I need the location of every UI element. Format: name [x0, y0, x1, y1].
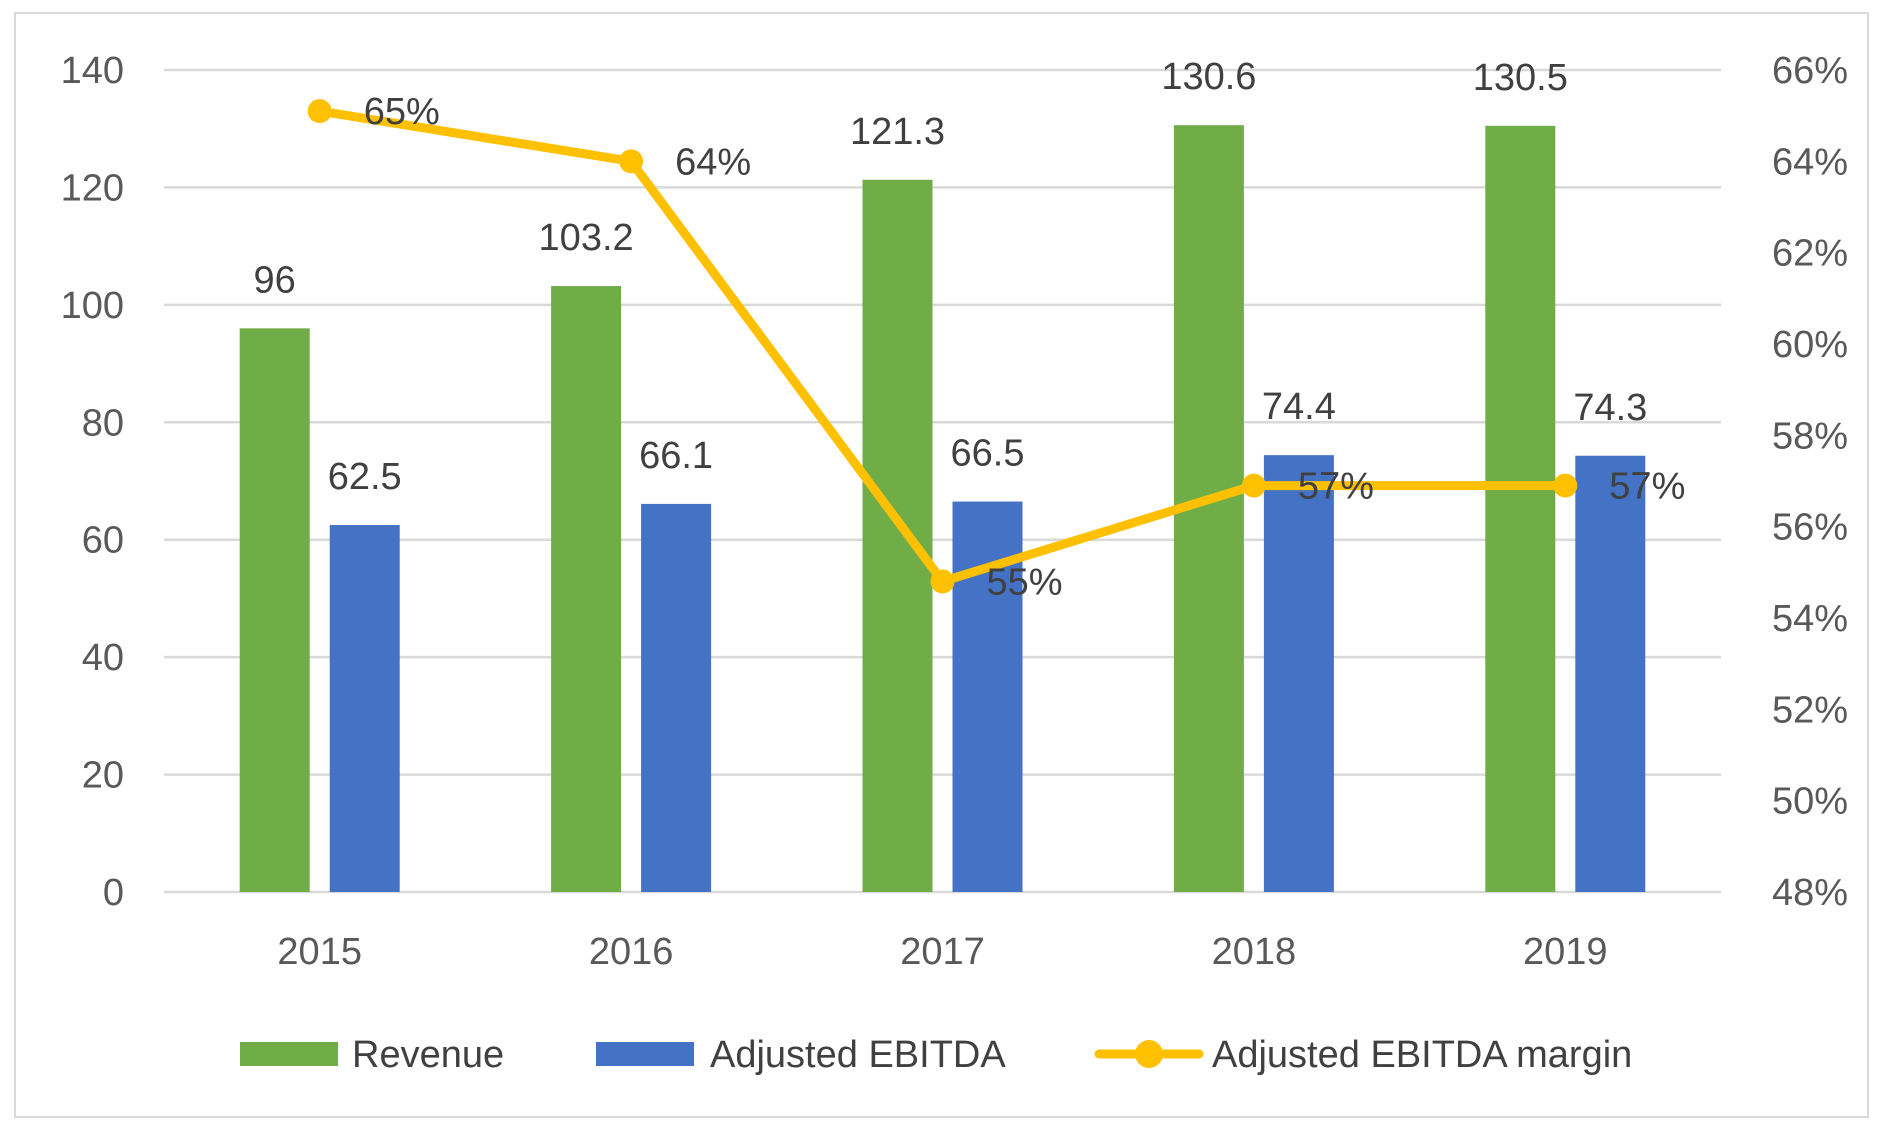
- x-tick-label: 2015: [277, 931, 362, 973]
- margin-data-label: 57%: [1298, 466, 1374, 508]
- legend-label: Adjusted EBITDA: [710, 1034, 1006, 1076]
- revenue-data-label: 96: [254, 259, 296, 301]
- combo-chart: 0 20 40 60 80 100 120 140 48% 50% 52% 54% 56% 58% 60%…: [61, 50, 1848, 1076]
- margin-point: [1553, 473, 1578, 498]
- y-left-tick-label: 80: [82, 402, 124, 444]
- legend-label: Adjusted EBITDA margin: [1212, 1034, 1632, 1076]
- legend-swatch-margin-marker: [1135, 1040, 1163, 1068]
- margin-line: [315, 106, 1570, 586]
- margin-point: [619, 149, 644, 174]
- ebitda-data-label: 74.4: [1262, 386, 1336, 428]
- y-right-tick-label: 62%: [1772, 233, 1848, 275]
- margin-point: [930, 569, 955, 594]
- ebitda-data-label: 66.5: [951, 433, 1025, 475]
- revenue-bar: [551, 286, 622, 892]
- y-right-tick-label: 64%: [1772, 141, 1848, 183]
- margin-data-label: 64%: [675, 141, 751, 183]
- margin-data-label: 55%: [987, 561, 1063, 603]
- y-left-tick-label: 20: [82, 755, 124, 797]
- margin-point: [1241, 473, 1266, 498]
- y-right-tick-label: 60%: [1772, 324, 1848, 366]
- y-right-tick-label: 52%: [1772, 689, 1848, 731]
- revenue-bar: [862, 179, 933, 892]
- ebitda-bar: [641, 503, 712, 892]
- revenue-bar: [1485, 125, 1556, 893]
- ebitda-data-label: 74.3: [1573, 387, 1647, 429]
- revenue-data-label: 130.6: [1161, 56, 1256, 98]
- legend-swatch-revenue: [240, 1042, 338, 1066]
- x-tick-label: 2018: [1212, 931, 1297, 973]
- margin-point: [307, 99, 332, 124]
- x-tick-label: 2017: [900, 931, 985, 973]
- revenue-data-label: 121.3: [850, 111, 945, 153]
- x-tick-label: 2019: [1523, 931, 1608, 973]
- revenue-data-label: 103.2: [539, 217, 634, 259]
- revenue-bar: [239, 328, 310, 892]
- y-right-tick-label: 54%: [1772, 598, 1848, 640]
- ebitda-bar: [1263, 455, 1334, 892]
- y-left-tick-label: 140: [61, 50, 124, 92]
- chart-frame: 0 20 40 60 80 100 120 140 48% 50% 52% 54% 56% 58% 60%…: [14, 12, 1869, 1118]
- ebitda-data-label: 66.1: [639, 435, 713, 477]
- x-tick-label: 2016: [589, 931, 674, 973]
- y-right-tick-label: 48%: [1772, 872, 1848, 914]
- y-left-tick-label: 40: [82, 637, 124, 679]
- margin-data-label: 65%: [364, 91, 440, 133]
- y-left-tick-label: 60: [82, 520, 124, 562]
- ebitda-bar: [329, 525, 400, 892]
- y-left-tick-label: 120: [61, 167, 124, 209]
- y-right-tick-label: 58%: [1772, 415, 1848, 457]
- ebitda-data-label: 62.5: [328, 456, 402, 498]
- y-right-tick-label: 50%: [1772, 781, 1848, 823]
- legend-label: Revenue: [352, 1034, 504, 1076]
- revenue-data-label: 130.5: [1473, 57, 1568, 99]
- y-right-tick-label: 56%: [1772, 507, 1848, 549]
- y-left-tick-label: 0: [103, 872, 124, 914]
- y-right-tick-label: 66%: [1772, 50, 1848, 92]
- ebitda-bar: [1575, 455, 1646, 892]
- margin-data-label: 57%: [1609, 466, 1685, 508]
- y-left-tick-label: 100: [61, 285, 124, 327]
- legend-swatch-ebitda: [596, 1042, 694, 1066]
